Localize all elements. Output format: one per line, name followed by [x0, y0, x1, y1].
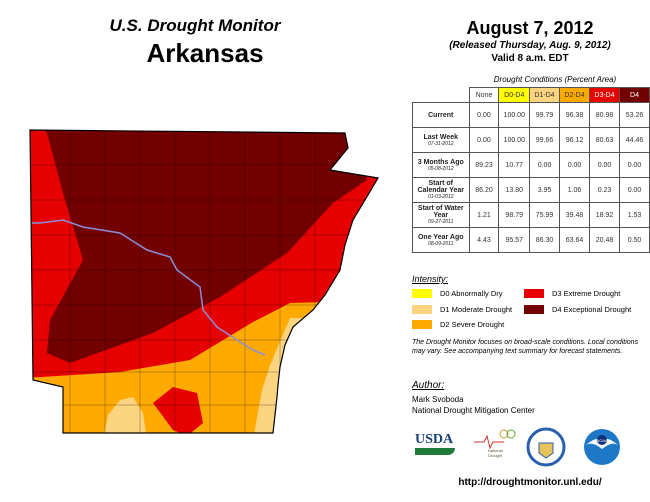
commerce-seal-logo [526, 427, 566, 467]
table-cell: 63.64 [559, 227, 591, 253]
table-cell: 0.50 [619, 227, 650, 253]
svg-text:Drought: Drought [488, 453, 503, 458]
table-cell: 18.92 [589, 202, 620, 228]
legend-item-d1: D1 Moderate Drought [412, 305, 512, 314]
drought-conditions-table: None D0-D4 D1-D4 D2-D4 D3-D4 D4 Current 0… [412, 87, 650, 253]
map-date: August 7, 2012 [466, 18, 594, 38]
legend-item-d4: D4 Exceptional Drought [524, 305, 631, 314]
row-label: 3 Months Ago 05-08-2012 [412, 152, 470, 178]
table-cell: 100.00 [498, 102, 531, 128]
table-cell: 96.38 [559, 102, 591, 128]
table-cell: 80.98 [589, 102, 620, 128]
d3-swatch [524, 289, 544, 298]
table-cell: 0.00 [529, 152, 561, 178]
table-cell: 1.53 [619, 202, 650, 228]
table-cell: 99.79 [529, 102, 561, 128]
table-row: Start of Water Year 09-27-2011 1.21 98.79 75… [412, 202, 650, 228]
table-cell: 0.23 [589, 177, 620, 203]
table-cell: 4.43 [468, 227, 500, 253]
row-label: Current [412, 102, 470, 128]
state-title: Arkansas [146, 38, 264, 68]
usda-logo: USDA [415, 432, 455, 458]
table-cell: 0.00 [559, 152, 591, 178]
table-cell: 10.77 [498, 152, 531, 178]
table-cell: 39.48 [559, 202, 591, 228]
col-header: None [468, 87, 500, 103]
table-cell: 86.30 [529, 227, 561, 253]
col-header: D0-D4 [498, 87, 531, 103]
disclaimer-note: The Drought Monitor focuses on broad-sca… [412, 339, 639, 355]
table-cell: 98.79 [498, 202, 531, 228]
table-cell: 99.66 [529, 127, 561, 153]
author-info: Mark Svoboda National Drought Mitigation … [412, 395, 535, 415]
table-cell: 95.57 [498, 227, 531, 253]
col-header: D1-D4 [529, 87, 561, 103]
website-link[interactable]: http://droughtmonitor.unl.edu/ [458, 477, 602, 488]
d1-area-west [103, 397, 147, 433]
table-cell: 96.12 [559, 127, 591, 153]
table-row: 3 Months Ago 05-08-2012 89.23 10.77 0.00 0.00… [412, 152, 650, 178]
d0-swatch [412, 289, 432, 298]
noaa-logo: NOAA [584, 429, 620, 465]
legend-item-d2: D2 Severe Drought [412, 320, 504, 329]
row-label: Start of Calendar Year 01-03-2012 [412, 177, 470, 203]
row-label: One Year Ago 08-09-2011 [412, 227, 470, 253]
svg-text:National: National [488, 448, 503, 453]
arkansas-drought-map [29, 129, 379, 434]
d2-swatch [412, 320, 432, 329]
legend-item-d0: D0 Abnormally Dry [412, 289, 503, 298]
table-caption: Drought Conditions (Percent Area) [493, 75, 617, 84]
table-cell: 80.63 [589, 127, 620, 153]
col-header: D2-D4 [559, 87, 591, 103]
table-cell: 53.26 [619, 102, 650, 128]
table-cell: 100.00 [498, 127, 531, 153]
table-cell: 1.06 [559, 177, 591, 203]
table-cell: 3.95 [529, 177, 561, 203]
table-cell: 44.46 [619, 127, 650, 153]
d4-swatch [524, 305, 544, 314]
d1-swatch [412, 305, 432, 314]
legend-item-d3: D3 Extreme Drought [524, 289, 620, 298]
table-row: One Year Ago 08-09-2011 4.43 95.57 86.30 63.6… [412, 227, 650, 253]
d3-area-south [153, 387, 203, 433]
arkansas-river [30, 219, 266, 356]
table-cell: 0.00 [468, 102, 500, 128]
table-cell: 89.23 [468, 152, 500, 178]
table-cell: 1.21 [468, 202, 500, 228]
table-cell: 0.00 [468, 127, 500, 153]
table-cell: 0.00 [589, 152, 620, 178]
table-row: Last Week 07-31-2012 0.00 100.00 99.66 96.12 8… [412, 127, 650, 153]
col-header: D4 [619, 87, 650, 103]
table-cell: 86.20 [468, 177, 500, 203]
release-date: (Released Thursday, Aug. 9, 2012) [449, 40, 611, 51]
valid-time: Valid 8 a.m. EDT [491, 53, 569, 64]
svg-text:NOAA: NOAA [596, 438, 608, 443]
table-cell: 13.80 [498, 177, 531, 203]
county-lines [30, 130, 370, 433]
table-row: Start of Calendar Year 01-03-2012 86.20 13.… [412, 177, 650, 203]
row-label: Last Week 07-31-2012 [412, 127, 470, 153]
table-cell: 75.99 [529, 202, 561, 228]
table-cell: 20.48 [589, 227, 620, 253]
table-row: Current 0.00 100.00 99.79 96.38 80.98 53.26 [412, 102, 650, 128]
author-title: Author: [412, 380, 445, 391]
row-label: Start of Water Year 09-27-2011 [412, 202, 470, 228]
col-header: D3-D4 [589, 87, 620, 103]
table-cell: 0.00 [619, 177, 650, 203]
table-cell: 0.00 [619, 152, 650, 178]
d4-area [40, 130, 367, 363]
monitor-title: U.S. Drought Monitor [109, 16, 281, 35]
legend-title: Intensity: [412, 274, 449, 284]
